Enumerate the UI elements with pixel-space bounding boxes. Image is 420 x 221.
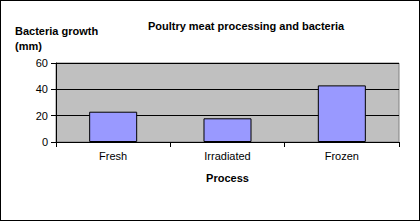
svg-text:20: 20	[36, 110, 48, 122]
svg-text:60: 60	[36, 57, 48, 69]
svg-text:Poultry meat processing and ba: Poultry meat processing and bacteria	[148, 20, 345, 32]
svg-text:(mm): (mm)	[15, 40, 42, 52]
svg-text:0: 0	[42, 136, 48, 148]
svg-text:Frozen: Frozen	[325, 150, 359, 162]
svg-text:Process: Process	[206, 172, 249, 184]
svg-text:Bacteria growth: Bacteria growth	[15, 25, 101, 37]
svg-text:Irradiated: Irradiated	[204, 150, 250, 162]
svg-text:Fresh: Fresh	[99, 150, 127, 162]
svg-text:40: 40	[36, 83, 48, 95]
